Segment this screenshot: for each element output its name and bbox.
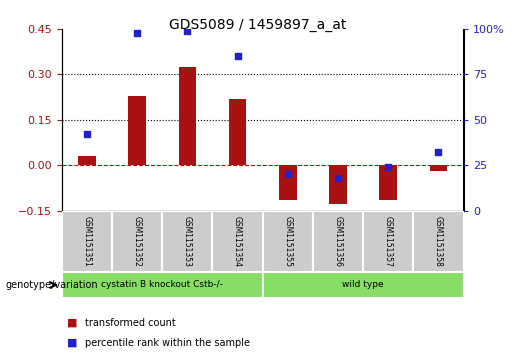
- Point: [434, 150, 442, 155]
- Bar: [430, 165, 447, 171]
- Text: GSM1151351: GSM1151351: [82, 216, 91, 267]
- Point: [384, 164, 392, 170]
- Point: [284, 171, 292, 177]
- FancyBboxPatch shape: [363, 211, 413, 272]
- Point: [83, 131, 91, 137]
- Bar: [128, 95, 146, 165]
- Text: GSM1151356: GSM1151356: [334, 216, 342, 267]
- Bar: [380, 165, 397, 200]
- Point: [183, 28, 192, 34]
- Text: GSM1151352: GSM1151352: [133, 216, 142, 267]
- Text: ■: ■: [67, 318, 77, 328]
- Text: genotype/variation: genotype/variation: [5, 280, 98, 290]
- FancyBboxPatch shape: [413, 211, 464, 272]
- Text: transformed count: transformed count: [85, 318, 176, 328]
- Point: [334, 175, 342, 181]
- FancyBboxPatch shape: [62, 272, 263, 298]
- FancyBboxPatch shape: [162, 211, 212, 272]
- Text: wild type: wild type: [342, 281, 384, 289]
- Point: [233, 53, 242, 59]
- Text: cystatin B knockout Cstb-/-: cystatin B knockout Cstb-/-: [101, 281, 223, 289]
- Bar: [78, 156, 96, 165]
- FancyBboxPatch shape: [212, 211, 263, 272]
- Text: GSM1151357: GSM1151357: [384, 216, 392, 267]
- FancyBboxPatch shape: [313, 211, 363, 272]
- Bar: [279, 165, 297, 200]
- Text: GSM1151353: GSM1151353: [183, 216, 192, 267]
- Text: GDS5089 / 1459897_a_at: GDS5089 / 1459897_a_at: [169, 18, 346, 32]
- Point: [133, 30, 141, 36]
- Text: percentile rank within the sample: percentile rank within the sample: [85, 338, 250, 348]
- FancyBboxPatch shape: [112, 211, 162, 272]
- Text: ■: ■: [67, 338, 77, 348]
- Text: GSM1151355: GSM1151355: [283, 216, 292, 267]
- FancyBboxPatch shape: [263, 272, 464, 298]
- FancyBboxPatch shape: [62, 211, 112, 272]
- FancyBboxPatch shape: [263, 211, 313, 272]
- Bar: [329, 165, 347, 204]
- Text: GSM1151354: GSM1151354: [233, 216, 242, 267]
- Bar: [229, 99, 246, 165]
- Text: GSM1151358: GSM1151358: [434, 216, 443, 267]
- Bar: [179, 67, 196, 165]
